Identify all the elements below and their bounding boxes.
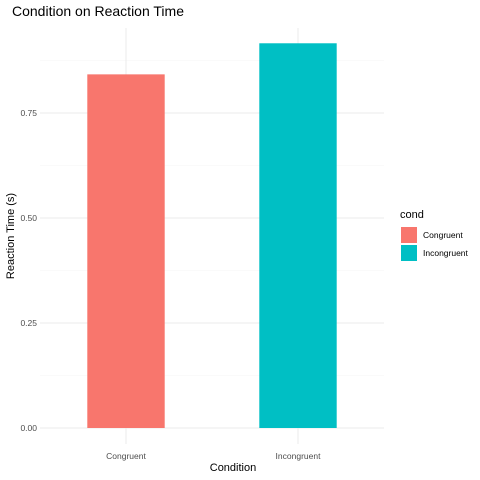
x-axis-title: Condition (210, 462, 256, 474)
x-tick-label: Congruent (106, 451, 146, 461)
legend-swatch-congruent (401, 227, 417, 243)
legend-label-congruent: Congruent (423, 230, 463, 240)
legend: cond Congruent Incongruent (400, 209, 469, 261)
bars (87, 43, 337, 429)
bar-incongruent (259, 43, 337, 428)
legend-title: cond (400, 209, 424, 221)
bar-congruent (87, 74, 165, 429)
y-tick-label: 0.00 (20, 423, 37, 433)
y-tick-label: 0.75 (20, 108, 37, 118)
y-axis-ticks: 0.00 0.25 0.50 0.75 (20, 108, 37, 433)
y-tick-label: 0.25 (20, 318, 37, 328)
x-axis-ticks: Congruent Incongruent (106, 451, 321, 461)
y-axis-title: Reaction Time (s) (5, 193, 17, 279)
chart-title: Condition on Reaction Time (12, 3, 184, 19)
y-tick-label: 0.50 (20, 213, 37, 223)
legend-label-incongruent: Incongruent (423, 248, 469, 258)
x-tick-label: Incongruent (276, 451, 322, 461)
legend-swatch-incongruent (401, 245, 417, 261)
